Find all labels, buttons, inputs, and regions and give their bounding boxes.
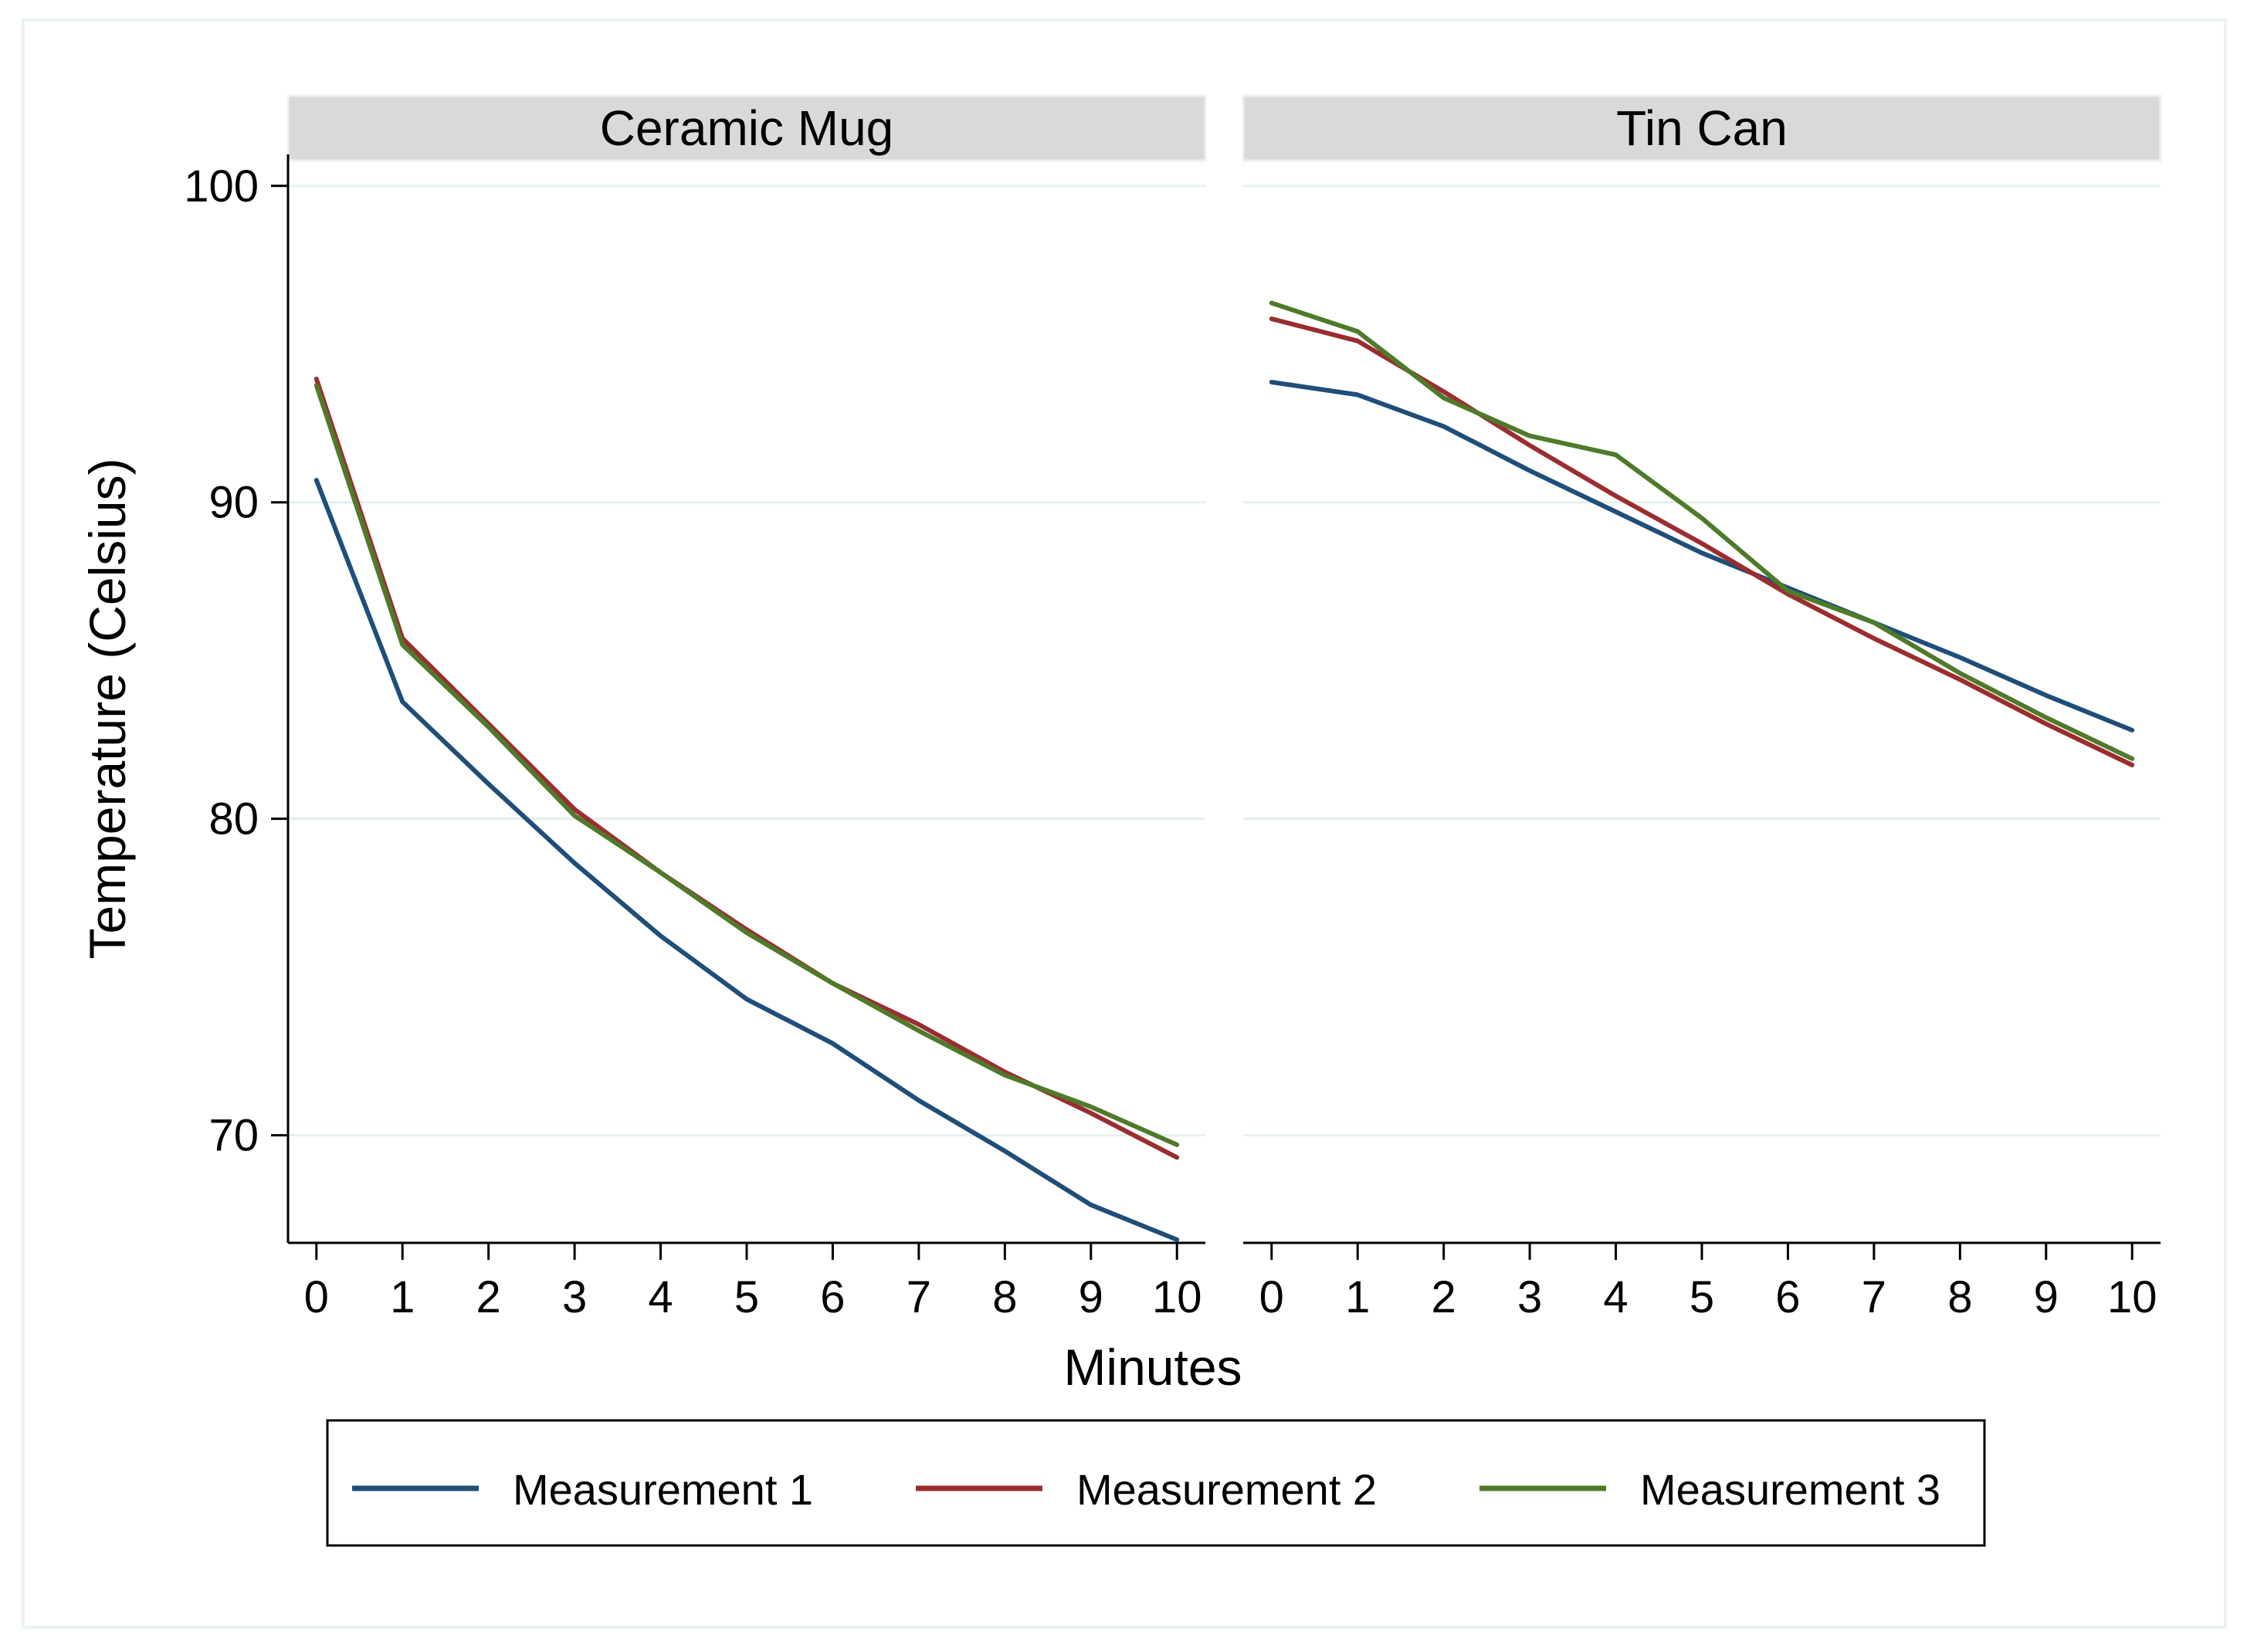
x-tick-label-tin-can-9: 9	[2034, 1272, 2059, 1322]
y-tick-label-70: 70	[208, 1111, 259, 1161]
legend-box	[326, 1419, 1986, 1547]
x-tick-label-ceramic-mug-9: 9	[1079, 1272, 1103, 1322]
x-tick-label-ceramic-mug-6: 6	[820, 1272, 845, 1322]
x-tick-label-tin-can-7: 7	[1862, 1272, 1886, 1322]
x-tick-label-ceramic-mug-3: 3	[562, 1272, 587, 1322]
facet-title-ceramic-mug: Ceramic Mug	[600, 100, 894, 156]
facet-title-tin-can: Tin Can	[1616, 100, 1788, 156]
series-line-ceramic-mug-measurement-3	[313, 383, 1180, 1147]
legend-label-measurement-2: Measurement 2	[1076, 1465, 1377, 1514]
series-line-tin-can-measurement-3	[1269, 300, 2135, 761]
facet-strip-tin-can	[1242, 94, 2162, 162]
x-tick-label-tin-can-1: 1	[1345, 1272, 1370, 1322]
x-tick-label-ceramic-mug-10: 10	[1152, 1272, 1202, 1322]
y-tick-label-90: 90	[208, 478, 259, 528]
x-tick-label-tin-can-3: 3	[1517, 1272, 1542, 1322]
x-tick-label-ceramic-mug-2: 2	[476, 1272, 501, 1322]
x-tick-label-tin-can-2: 2	[1432, 1272, 1456, 1322]
y-tick-label-80: 80	[208, 794, 259, 845]
x-tick-label-ceramic-mug-8: 8	[992, 1272, 1017, 1322]
x-axis-title: Minutes	[1063, 1339, 1242, 1396]
legend-label-measurement-1: Measurement 1	[513, 1465, 813, 1514]
panels-layer: Ceramic Mug 0 1 2 3 4 5 6 7 8 9 10 70 80 90 100 Tin Can 0…	[184, 94, 2162, 1322]
x-tick-label-ceramic-mug-7: 7	[907, 1272, 931, 1322]
x-tick-label-ceramic-mug-5: 5	[734, 1272, 759, 1322]
series-line-ceramic-mug-measurement-1	[313, 478, 1180, 1242]
legend: Measurement 1 Measurement 2 Measurement 3	[326, 1419, 1986, 1547]
y-tick-label-100: 100	[184, 161, 259, 212]
facet-strip-ceramic-mug	[286, 94, 1207, 162]
x-tick-label-tin-can-5: 5	[1689, 1272, 1714, 1322]
panel-ceramic-mug: Ceramic Mug 0 1 2 3 4 5 6 7 8 9 10 70 80 90 100	[184, 94, 1207, 1322]
x-tick-label-tin-can-10: 10	[2107, 1272, 2157, 1322]
x-tick-label-tin-can-8: 8	[1947, 1272, 1972, 1322]
x-tick-label-tin-can-0: 0	[1259, 1272, 1284, 1322]
x-tick-label-ceramic-mug-0: 0	[304, 1272, 329, 1322]
legend-label-measurement-3: Measurement 3	[1640, 1465, 1940, 1514]
series-line-tin-can-measurement-1	[1269, 380, 2135, 733]
panel-tin-can: Tin Can 0 1 2 3 4 5 6 7 8 9 10	[1242, 94, 2162, 1322]
x-tick-label-ceramic-mug-4: 4	[648, 1272, 673, 1322]
outer-frame	[22, 19, 2227, 1629]
x-tick-label-ceramic-mug-1: 1	[390, 1272, 415, 1322]
x-tick-label-tin-can-4: 4	[1603, 1272, 1628, 1322]
y-axis-title: Temperature (Celsius)	[79, 458, 136, 959]
x-tick-label-tin-can-6: 6	[1775, 1272, 1800, 1322]
